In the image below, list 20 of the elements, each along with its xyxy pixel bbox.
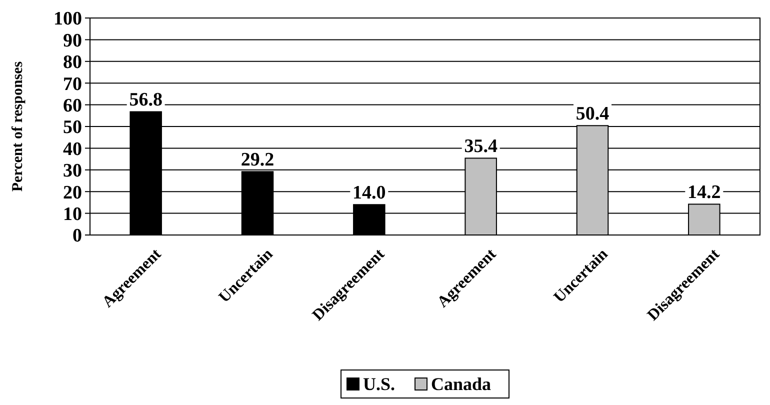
y-tick-label: 0	[72, 226, 82, 247]
data-label: 14.2	[688, 182, 721, 204]
y-tick-label: 10	[63, 204, 82, 225]
y-tick-label: 50	[63, 117, 82, 138]
y-tick-label: 20	[63, 182, 82, 204]
y-tick-label: 40	[63, 138, 82, 160]
y-tick-label: 90	[63, 30, 82, 52]
y-tick-label: 30	[63, 160, 82, 182]
y-axis-title: Percent of responses	[10, 61, 26, 192]
data-label: 14.0	[352, 182, 386, 204]
legend-label: U.S.	[363, 374, 396, 394]
data-label: 29.2	[240, 150, 274, 171]
data-label: 50.4	[576, 104, 610, 125]
y-tick-label: 70	[63, 74, 82, 95]
data-label: 35.4	[464, 136, 498, 158]
y-tick-label: 100	[54, 8, 82, 30]
y-tick-label: 80	[63, 52, 82, 74]
legend-label: Canada	[431, 374, 492, 394]
data-label: 56.8	[129, 90, 162, 111]
y-tick-label: 60	[63, 95, 82, 116]
